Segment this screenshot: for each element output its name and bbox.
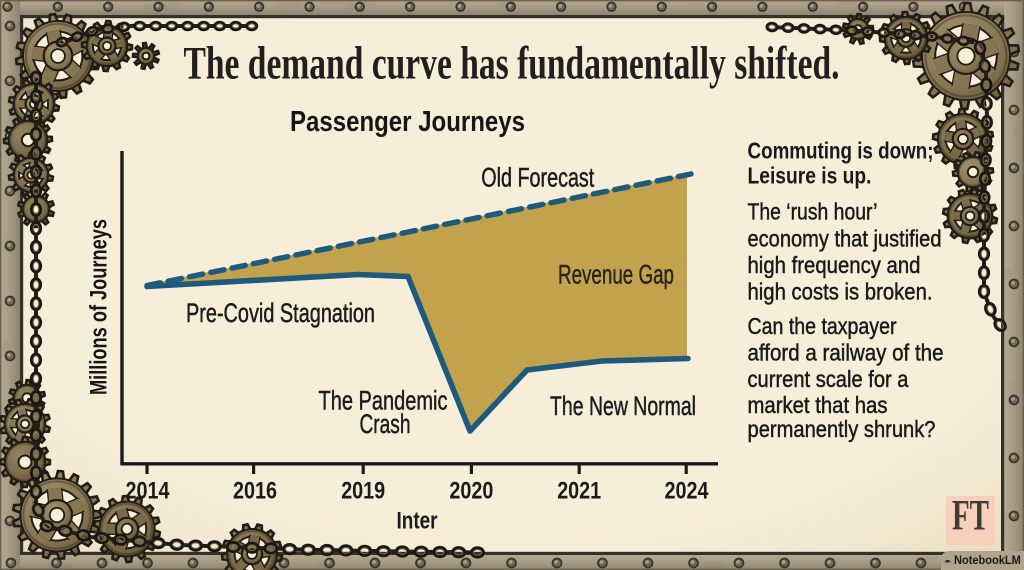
svg-text:2024: 2024 xyxy=(665,478,709,505)
svg-text:Crash: Crash xyxy=(360,409,411,439)
svg-text:2016: 2016 xyxy=(233,478,277,505)
svg-text:The New Normal: The New Normal xyxy=(550,391,696,421)
svg-text:The ‘rush hour’: The ‘rush hour’ xyxy=(748,198,878,224)
svg-text:economy that justified: economy that justified xyxy=(748,225,942,251)
svg-text:Passenger Journeys: Passenger Journeys xyxy=(290,106,525,138)
svg-text:Old Forecast: Old Forecast xyxy=(481,162,594,192)
svg-text:2019: 2019 xyxy=(341,478,385,505)
svg-text:Pre-Covid Stagnation: Pre-Covid Stagnation xyxy=(186,298,375,328)
svg-text:Revenue Gap: Revenue Gap xyxy=(558,260,674,290)
svg-text:Leisure is up.: Leisure is up. xyxy=(748,163,872,189)
svg-text:market that has: market that has xyxy=(748,392,888,418)
svg-text:The Pandemic: The Pandemic xyxy=(319,386,448,416)
svg-text:2014: 2014 xyxy=(126,478,170,505)
svg-text:Inter: Inter xyxy=(397,507,438,534)
svg-text:afford a railway of the: afford a railway of the xyxy=(748,340,944,366)
svg-text:current scale for a: current scale for a xyxy=(748,366,910,392)
svg-text:2021: 2021 xyxy=(557,478,601,505)
svg-text:Commuting is down;: Commuting is down; xyxy=(748,137,934,163)
svg-text:FT: FT xyxy=(952,494,989,540)
svg-text:high costs is broken.: high costs is broken. xyxy=(748,279,933,305)
svg-text:high frequency and: high frequency and xyxy=(748,252,921,278)
svg-text:permanently shrunk?: permanently shrunk? xyxy=(748,416,936,442)
svg-text:The demand curve has fundament: The demand curve has fundamentally shift… xyxy=(184,37,840,89)
svg-text:Millions of Journeys: Millions of Journeys xyxy=(86,219,113,395)
svg-text:Can the taxpayer: Can the taxpayer xyxy=(748,313,897,339)
svg-text:2020: 2020 xyxy=(449,478,493,505)
